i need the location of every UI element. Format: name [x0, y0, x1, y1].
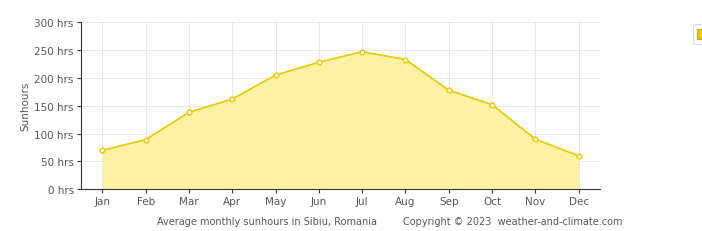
- Legend: Sunhours: Sunhours: [693, 25, 702, 45]
- Y-axis label: Sunhours: Sunhours: [20, 82, 30, 131]
- Text: Average monthly sunhours in Sibiu, Romania: Average monthly sunhours in Sibiu, Roman…: [157, 216, 377, 226]
- Text: Copyright © 2023  weather-and-climate.com: Copyright © 2023 weather-and-climate.com: [403, 216, 622, 226]
